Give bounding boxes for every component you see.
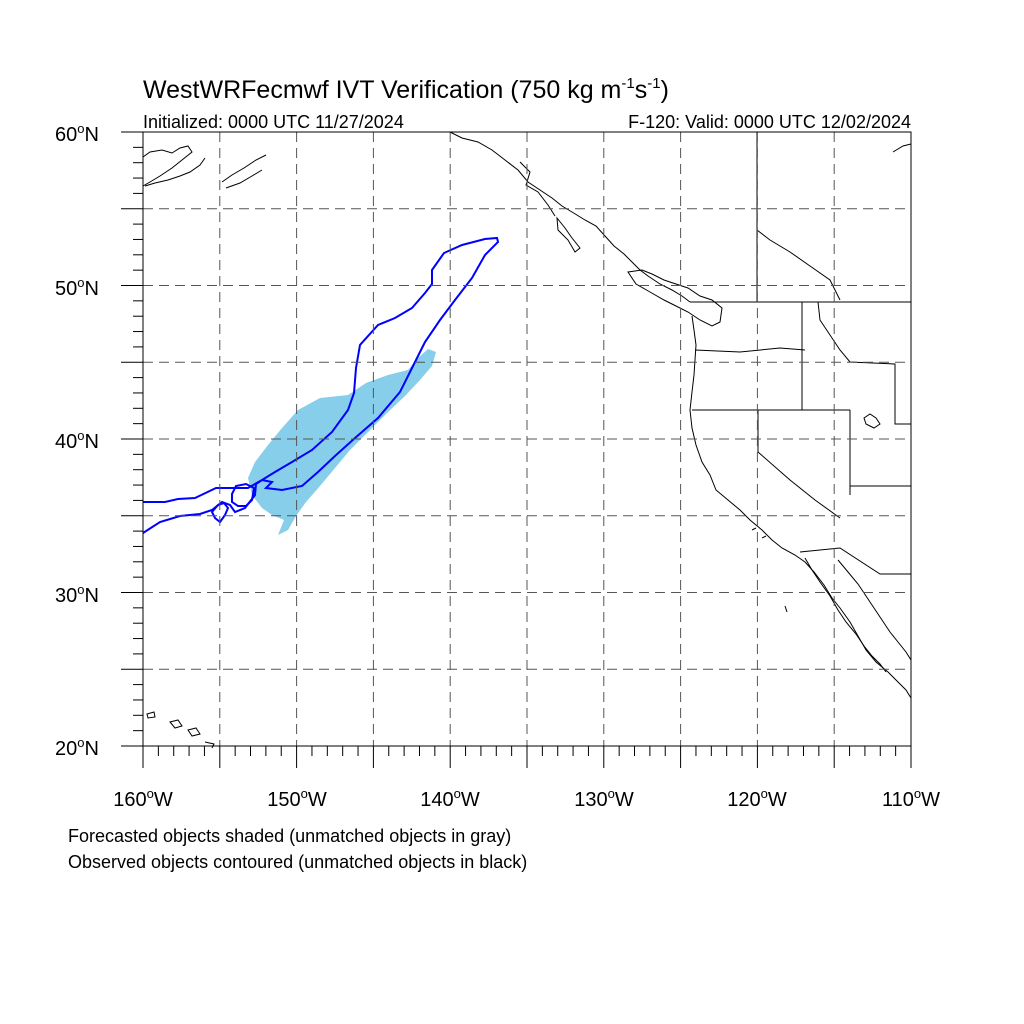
coastlines xyxy=(142,131,912,749)
forecast-ivt-object xyxy=(248,349,436,535)
latitude-labels: 60oN 50oN 40oN 30oN 20oN xyxy=(55,121,99,760)
lon-label-160w: 160oW xyxy=(113,786,173,811)
lat-label-50: 50oN xyxy=(55,275,99,300)
lat-label-40: 40oN xyxy=(55,428,99,453)
axis-ticks xyxy=(121,131,912,768)
lat-label-60: 60oN xyxy=(55,121,99,146)
figure-title: WestWRFecmwf IVT Verification (750 kg m-… xyxy=(143,75,669,104)
lon-label-110w: 110oW xyxy=(882,786,940,811)
lat-label-20: 20oN xyxy=(55,735,99,760)
state-borders xyxy=(690,132,911,575)
lat-lon-grid xyxy=(143,132,911,746)
forecast-note: Forecasted objects shaded (unmatched obj… xyxy=(68,826,512,846)
plot-area xyxy=(142,131,912,749)
plot-frame xyxy=(142,131,912,747)
longitude-labels: 160oW 150oW 140oW 130oW 120oW 110oW xyxy=(113,786,940,811)
lon-label-140w: 140oW xyxy=(420,786,480,811)
lon-label-130w: 130oW xyxy=(574,786,634,811)
initialized-time: Initialized: 0000 UTC 11/27/2024 xyxy=(143,112,404,132)
valid-time: F-120: Valid: 0000 UTC 12/02/2024 xyxy=(628,112,911,132)
lon-label-120w: 120oW xyxy=(727,786,787,811)
observed-ivt-contour-small xyxy=(231,482,256,507)
lon-label-150w: 150oW xyxy=(267,786,327,811)
lat-label-30: 30oN xyxy=(55,582,99,607)
observed-ivt-contour-main xyxy=(142,236,500,534)
observed-ivt-contour-lobe xyxy=(210,501,230,524)
observed-note: Observed objects contoured (unmatched ob… xyxy=(68,852,528,872)
